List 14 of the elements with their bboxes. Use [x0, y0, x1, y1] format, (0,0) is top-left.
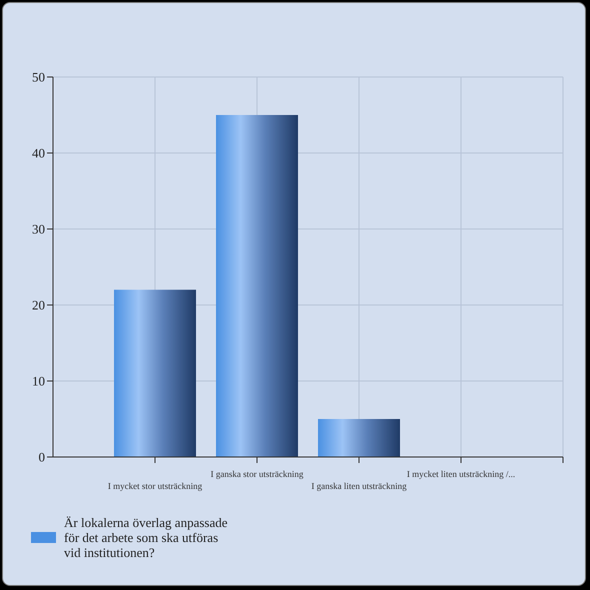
y-tick-label: 50	[32, 70, 45, 85]
y-tick-label: 0	[38, 450, 45, 465]
bar	[114, 290, 196, 457]
x-tick-label: I mycket stor utsträckning	[108, 481, 203, 491]
bar	[216, 115, 298, 457]
legend-label: Är lokalerna överlag anpassade för det arbete som ska utföras vid institutionen?	[64, 515, 229, 560]
y-tick-label: 10	[32, 374, 45, 389]
y-tick-label: 30	[32, 222, 45, 237]
bar	[318, 419, 400, 457]
y-tick-label: 40	[32, 146, 45, 161]
y-tick-label: 20	[32, 298, 45, 313]
x-tick-label: I ganska liten utsträckning	[311, 481, 408, 491]
x-tick-label: I ganska stor utsträckning	[210, 469, 304, 479]
x-tick-label: I mycket liten utsträckning /...	[406, 469, 516, 479]
